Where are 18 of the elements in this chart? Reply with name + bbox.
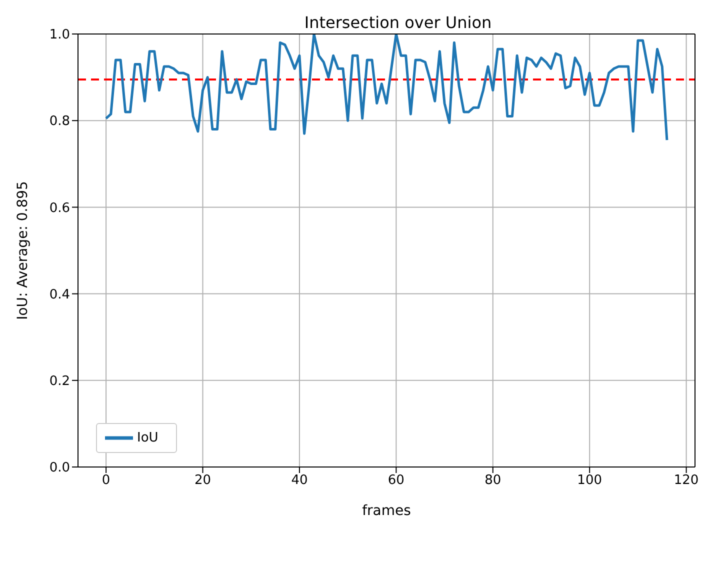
y-tick-label: 0.0 <box>49 460 70 476</box>
x-tick-label: 20 <box>194 473 212 488</box>
x-tick-label: 120 <box>674 473 699 488</box>
y-axis-title: IoU: Average: 0.895 <box>14 181 31 320</box>
x-tick-label: 80 <box>484 473 502 488</box>
x-axis-title: frames <box>362 503 411 519</box>
y-tick-label: 0.8 <box>49 114 70 130</box>
y-tick-label: 1.0 <box>49 28 70 43</box>
legend-label: IoU <box>137 430 158 446</box>
chart-title: Intersection over Union <box>304 13 492 32</box>
y-tick-label: 0.6 <box>49 200 70 216</box>
y-tick-label: 0.4 <box>49 287 70 302</box>
line-series <box>104 34 668 142</box>
x-tick-label: 40 <box>291 473 308 488</box>
x-tick-label: 0 <box>102 473 110 488</box>
y-tick-label: 0.2 <box>49 374 70 390</box>
x-tick-label: 100 <box>577 473 602 488</box>
x-tick-label: 60 <box>388 473 404 488</box>
